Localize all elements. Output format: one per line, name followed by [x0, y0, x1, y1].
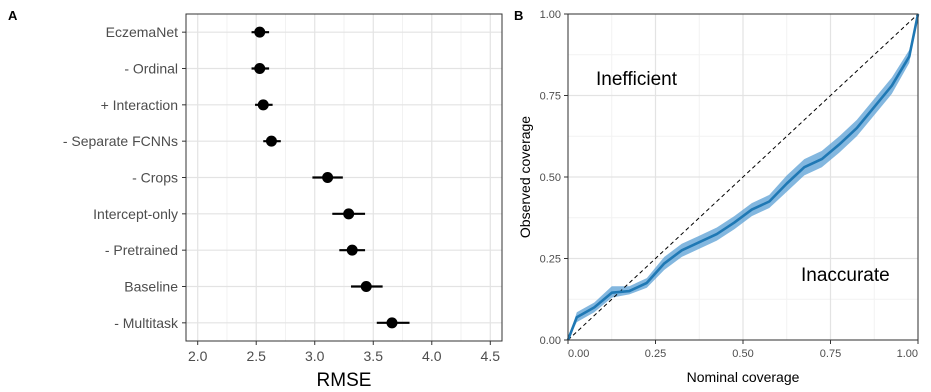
- panel-b-y-axis-label: Observed coverage: [517, 116, 533, 238]
- panel-b-marks: [566, 13, 920, 341]
- panel-a-y-ticks: EczemaNet - Ordinal + Interaction - Separat…: [63, 24, 186, 331]
- data-point: [386, 317, 398, 329]
- data-point: [346, 244, 358, 256]
- panel-a-y-tick-label: - Separate FCNNs: [63, 133, 178, 149]
- panel-b-x-tick-label: 0.50: [732, 348, 753, 360]
- panel-a-y-tick-label: - Crops: [132, 170, 178, 186]
- data-point: [257, 99, 269, 111]
- data-point: [265, 135, 277, 147]
- data-point: [254, 26, 266, 38]
- panel-a-y-tick-label: Intercept-only: [93, 206, 178, 222]
- panel-a-label: A: [8, 8, 18, 23]
- panel-a-x-tick-label: 2.0: [188, 348, 208, 364]
- panel-a-x-axis-label: RMSE: [317, 370, 372, 391]
- panel-b-y-tick-label: 0.75: [540, 91, 561, 103]
- panel-a-marks: [251, 26, 410, 329]
- data-point: [360, 281, 372, 292]
- data-point: [322, 172, 334, 183]
- panel-b-x-tick-label: 0.75: [820, 348, 841, 360]
- panel-a-x-tick-label: 4.5: [481, 348, 501, 364]
- panel-a-x-tick-label: 2.5: [246, 348, 266, 364]
- panel-a-y-tick-label: - Multitask: [114, 315, 179, 331]
- panel-b-x-tick-label: 0.00: [568, 348, 589, 360]
- panel-b-x-tick-label: 1.00: [897, 348, 918, 360]
- panel-a-x-tick-label: 3.5: [364, 348, 384, 364]
- panel-b-y-tick-label: 0.50: [540, 172, 561, 184]
- annotation-inaccurate: Inaccurate: [801, 265, 890, 286]
- panel-a-y-tick-label: - Pretrained: [105, 242, 178, 258]
- panel-a-x-tick-label: 3.0: [305, 348, 325, 364]
- panel-a-x-tick-label: 4.0: [422, 348, 442, 364]
- panel-b-label: B: [514, 8, 523, 23]
- panel-a: A EczemaNet - Ordinal + Interaction - Separ…: [8, 8, 503, 391]
- panel-a-y-tick-label: EczemaNet: [106, 24, 178, 40]
- data-point: [254, 63, 266, 74]
- coverage-line: [566, 13, 920, 341]
- panel-a-y-tick-label: Baseline: [124, 279, 178, 295]
- panel-a-x-ticks: 2.0 2.5 3.0 3.5 4.0 4.5: [188, 341, 500, 364]
- data-point: [343, 208, 355, 220]
- panel-b-y-tick-label: 0.00: [540, 335, 561, 347]
- panel-b-x-ticks: 0.00 0.25 0.50 0.75 1.00: [567, 340, 919, 360]
- reference-diagonal: [567, 13, 919, 341]
- panel-a-y-tick-label: + Interaction: [101, 97, 178, 113]
- panel-b-x-axis-label: Nominal coverage: [687, 369, 800, 385]
- panel-b-y-tick-label: 1.00: [540, 9, 561, 21]
- panel-b: B Inefficient Inaccurate 0.00 0.25 0.50 0.7…: [514, 8, 920, 385]
- panel-a-y-tick-label: - Ordinal: [124, 61, 178, 77]
- annotation-inefficient: Inefficient: [596, 69, 678, 90]
- panel-b-x-tick-label: 0.25: [645, 348, 666, 360]
- panel-b-y-ticks: 0.00 0.25 0.50 0.75 1.00: [540, 9, 568, 347]
- panel-b-y-tick-label: 0.25: [540, 254, 561, 266]
- panel-a-grid: [186, 14, 502, 341]
